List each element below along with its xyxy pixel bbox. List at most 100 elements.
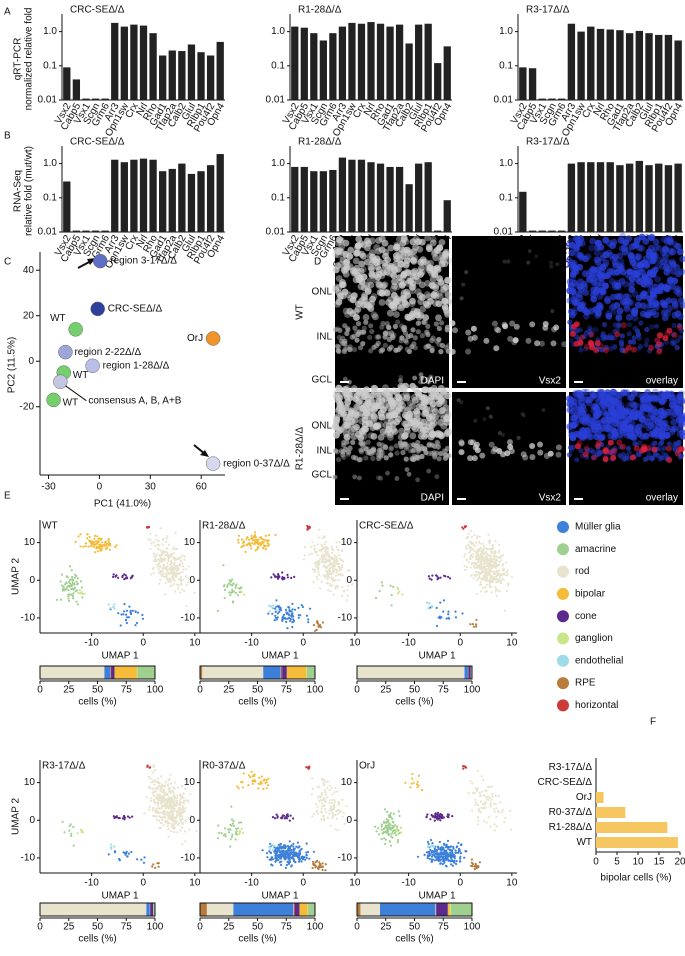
x-tick-label: 10 xyxy=(189,878,201,889)
cell-dot xyxy=(289,814,292,817)
cell-dot xyxy=(491,792,494,796)
cell-dot xyxy=(239,821,243,824)
cell-dot xyxy=(175,800,178,803)
nucleus xyxy=(678,268,685,276)
cell-dot xyxy=(439,576,442,579)
cell-dot xyxy=(480,590,483,593)
layer-label: ONL xyxy=(311,421,332,432)
nucleus xyxy=(671,341,677,347)
cell-dot xyxy=(311,815,314,818)
cell-dot xyxy=(163,550,166,553)
cell-dot xyxy=(274,533,277,537)
cell-dot xyxy=(299,849,302,852)
nucleus xyxy=(631,314,639,322)
cell-dot xyxy=(321,548,324,551)
nucleus xyxy=(337,238,344,246)
cell-dot xyxy=(223,589,227,592)
nucleus xyxy=(424,260,432,268)
cell-dot xyxy=(226,585,229,588)
cell-dot xyxy=(477,807,480,810)
cell-dot xyxy=(311,860,315,863)
nucleus xyxy=(672,241,679,249)
cell-dot xyxy=(315,628,318,632)
nucleus xyxy=(347,294,355,302)
bar xyxy=(415,24,423,101)
cell-dot xyxy=(494,803,497,806)
nucleus xyxy=(444,276,451,284)
cell-dot xyxy=(306,524,309,528)
cell-cluster xyxy=(147,527,196,608)
cell-dot xyxy=(170,800,173,803)
cell-dot xyxy=(392,812,395,815)
cell-dot xyxy=(253,773,256,776)
nucleus xyxy=(392,323,398,330)
cell-dot xyxy=(303,558,306,561)
nucleus xyxy=(424,329,430,335)
bar xyxy=(635,30,644,100)
y-tick-label: 0.1 xyxy=(43,60,57,71)
cell-dot xyxy=(257,538,260,541)
cell-dot xyxy=(475,557,478,561)
nucleus xyxy=(649,308,656,316)
cell-dot xyxy=(235,827,238,830)
point-label: region 3-17Δ/Δ xyxy=(110,256,177,267)
cell-dot xyxy=(447,575,450,579)
cell-dot xyxy=(477,540,481,543)
cell-dot xyxy=(494,590,497,593)
nucleus xyxy=(663,284,671,292)
cell-dot xyxy=(173,807,176,810)
cell-dot xyxy=(283,844,286,847)
cell-dot xyxy=(386,832,389,835)
cell-dot xyxy=(438,859,441,862)
cell-dot xyxy=(443,849,446,852)
cell-dot xyxy=(346,589,349,592)
row-label: R1-28Δ/Δ xyxy=(295,426,306,470)
cell-dot xyxy=(178,564,181,567)
nucleus xyxy=(355,321,362,327)
cell-dot xyxy=(245,537,248,541)
cell-dot xyxy=(158,558,161,562)
cell-dot xyxy=(80,831,83,834)
nucleus xyxy=(602,237,610,244)
cell-dot xyxy=(176,566,179,569)
cell-dot xyxy=(509,809,512,813)
cell-dot xyxy=(171,823,174,826)
x-tick-label: 0 xyxy=(37,685,43,696)
cell-dot xyxy=(67,599,71,603)
cell-dot xyxy=(484,574,487,577)
cell-dot xyxy=(493,561,496,565)
cell-dot xyxy=(333,799,336,802)
nucleus xyxy=(662,335,669,342)
cell-dot xyxy=(472,577,475,580)
cell-dot xyxy=(157,819,161,822)
nucleus xyxy=(555,262,560,267)
nucleus xyxy=(550,309,555,314)
cell-dot xyxy=(278,605,281,608)
legend-label: ganglion xyxy=(575,633,613,644)
cell-dot xyxy=(160,806,163,809)
cell-dot xyxy=(346,594,349,597)
cell-dot xyxy=(60,573,64,576)
cell-dot xyxy=(91,543,94,546)
nucleus xyxy=(365,303,373,311)
cell-dot xyxy=(130,850,133,854)
cell-dot xyxy=(177,822,181,825)
cell-dot xyxy=(158,826,161,829)
cell-dot xyxy=(495,588,498,591)
nucleus xyxy=(526,260,531,265)
nucleus xyxy=(629,259,637,266)
cell-dot xyxy=(262,541,265,544)
cell-dot xyxy=(329,561,332,565)
cell-dot xyxy=(271,606,274,609)
cell-cluster xyxy=(143,764,198,846)
y-tick-label: -10 xyxy=(21,613,36,624)
nucleus xyxy=(444,311,451,318)
cell-dot xyxy=(69,823,72,826)
cell-dot xyxy=(176,796,179,800)
bar xyxy=(101,98,109,100)
bar-segment xyxy=(280,666,282,679)
bar xyxy=(91,230,100,232)
cell-dot xyxy=(481,790,484,793)
cell-dot xyxy=(450,863,453,866)
cell-dot xyxy=(315,575,318,579)
